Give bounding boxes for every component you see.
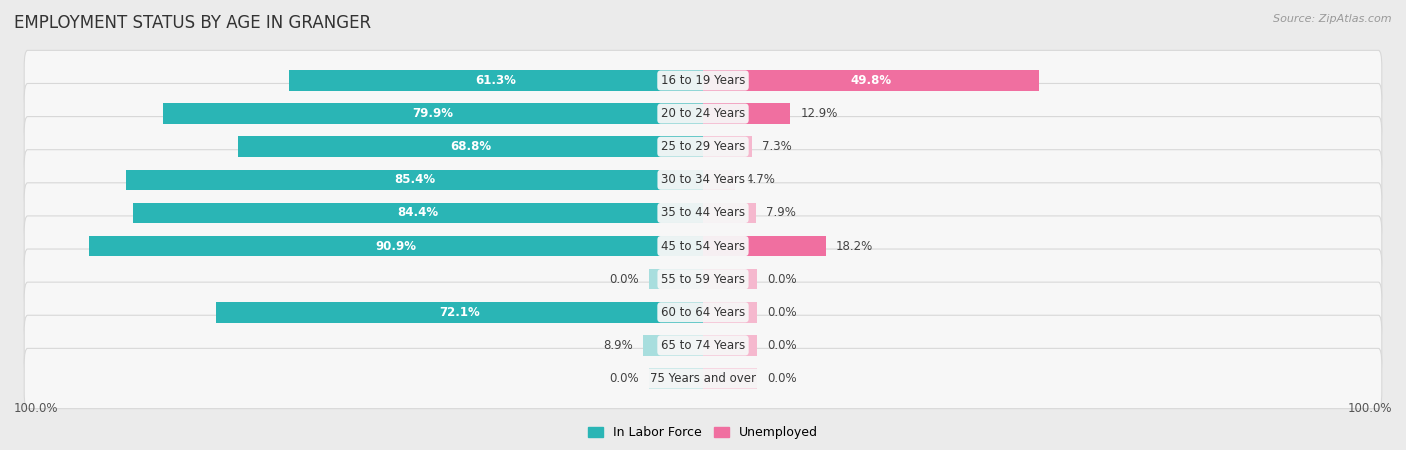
Text: 18.2%: 18.2% — [837, 239, 873, 252]
Text: 68.8%: 68.8% — [450, 140, 491, 153]
Bar — [703, 136, 752, 157]
Text: EMPLOYMENT STATUS BY AGE IN GRANGER: EMPLOYMENT STATUS BY AGE IN GRANGER — [14, 14, 371, 32]
Text: 79.9%: 79.9% — [413, 107, 454, 120]
FancyBboxPatch shape — [24, 50, 1382, 111]
FancyBboxPatch shape — [24, 216, 1382, 276]
Text: 30 to 34 Years: 30 to 34 Years — [661, 173, 745, 186]
Bar — [703, 104, 790, 124]
Text: 55 to 59 Years: 55 to 59 Years — [661, 273, 745, 286]
Text: 25 to 29 Years: 25 to 29 Years — [661, 140, 745, 153]
FancyBboxPatch shape — [24, 83, 1382, 144]
Text: 0.0%: 0.0% — [768, 306, 797, 319]
Bar — [703, 368, 756, 389]
Bar — [703, 236, 825, 256]
Text: 65 to 74 Years: 65 to 74 Years — [661, 339, 745, 352]
Legend: In Labor Force, Unemployed: In Labor Force, Unemployed — [583, 421, 823, 445]
Text: 20 to 24 Years: 20 to 24 Years — [661, 107, 745, 120]
Text: 0.0%: 0.0% — [609, 372, 638, 385]
Text: 0.0%: 0.0% — [768, 339, 797, 352]
Bar — [217, 302, 703, 323]
FancyBboxPatch shape — [24, 183, 1382, 243]
Text: 72.1%: 72.1% — [439, 306, 479, 319]
FancyBboxPatch shape — [24, 315, 1382, 376]
Text: 75 Years and over: 75 Years and over — [650, 372, 756, 385]
Text: 8.9%: 8.9% — [603, 339, 633, 352]
FancyBboxPatch shape — [24, 117, 1382, 177]
Bar — [134, 202, 703, 223]
Text: 84.4%: 84.4% — [398, 207, 439, 220]
Text: 0.0%: 0.0% — [609, 273, 638, 286]
Bar — [650, 368, 703, 389]
Bar — [703, 302, 756, 323]
Bar — [703, 335, 756, 356]
Text: 61.3%: 61.3% — [475, 74, 516, 87]
FancyBboxPatch shape — [24, 150, 1382, 210]
Text: Source: ZipAtlas.com: Source: ZipAtlas.com — [1274, 14, 1392, 23]
Text: 45 to 54 Years: 45 to 54 Years — [661, 239, 745, 252]
Text: 12.9%: 12.9% — [800, 107, 838, 120]
Bar — [238, 136, 703, 157]
Text: 100.0%: 100.0% — [14, 402, 59, 415]
Bar — [127, 170, 703, 190]
Text: 100.0%: 100.0% — [1347, 402, 1392, 415]
Bar — [643, 335, 703, 356]
Bar — [163, 104, 703, 124]
FancyBboxPatch shape — [24, 249, 1382, 309]
FancyBboxPatch shape — [24, 282, 1382, 342]
Text: 7.3%: 7.3% — [762, 140, 792, 153]
Text: 4.7%: 4.7% — [745, 173, 775, 186]
Text: 0.0%: 0.0% — [768, 372, 797, 385]
Text: 35 to 44 Years: 35 to 44 Years — [661, 207, 745, 220]
Text: 49.8%: 49.8% — [851, 74, 891, 87]
Bar — [703, 70, 1039, 91]
Text: 0.0%: 0.0% — [768, 273, 797, 286]
Bar — [703, 170, 735, 190]
Text: 7.9%: 7.9% — [766, 207, 796, 220]
Bar — [89, 236, 703, 256]
FancyBboxPatch shape — [24, 348, 1382, 409]
Bar — [703, 202, 756, 223]
Text: 90.9%: 90.9% — [375, 239, 416, 252]
Bar — [703, 269, 756, 289]
Text: 85.4%: 85.4% — [394, 173, 434, 186]
Bar — [290, 70, 703, 91]
Bar — [650, 269, 703, 289]
Text: 60 to 64 Years: 60 to 64 Years — [661, 306, 745, 319]
Text: 16 to 19 Years: 16 to 19 Years — [661, 74, 745, 87]
